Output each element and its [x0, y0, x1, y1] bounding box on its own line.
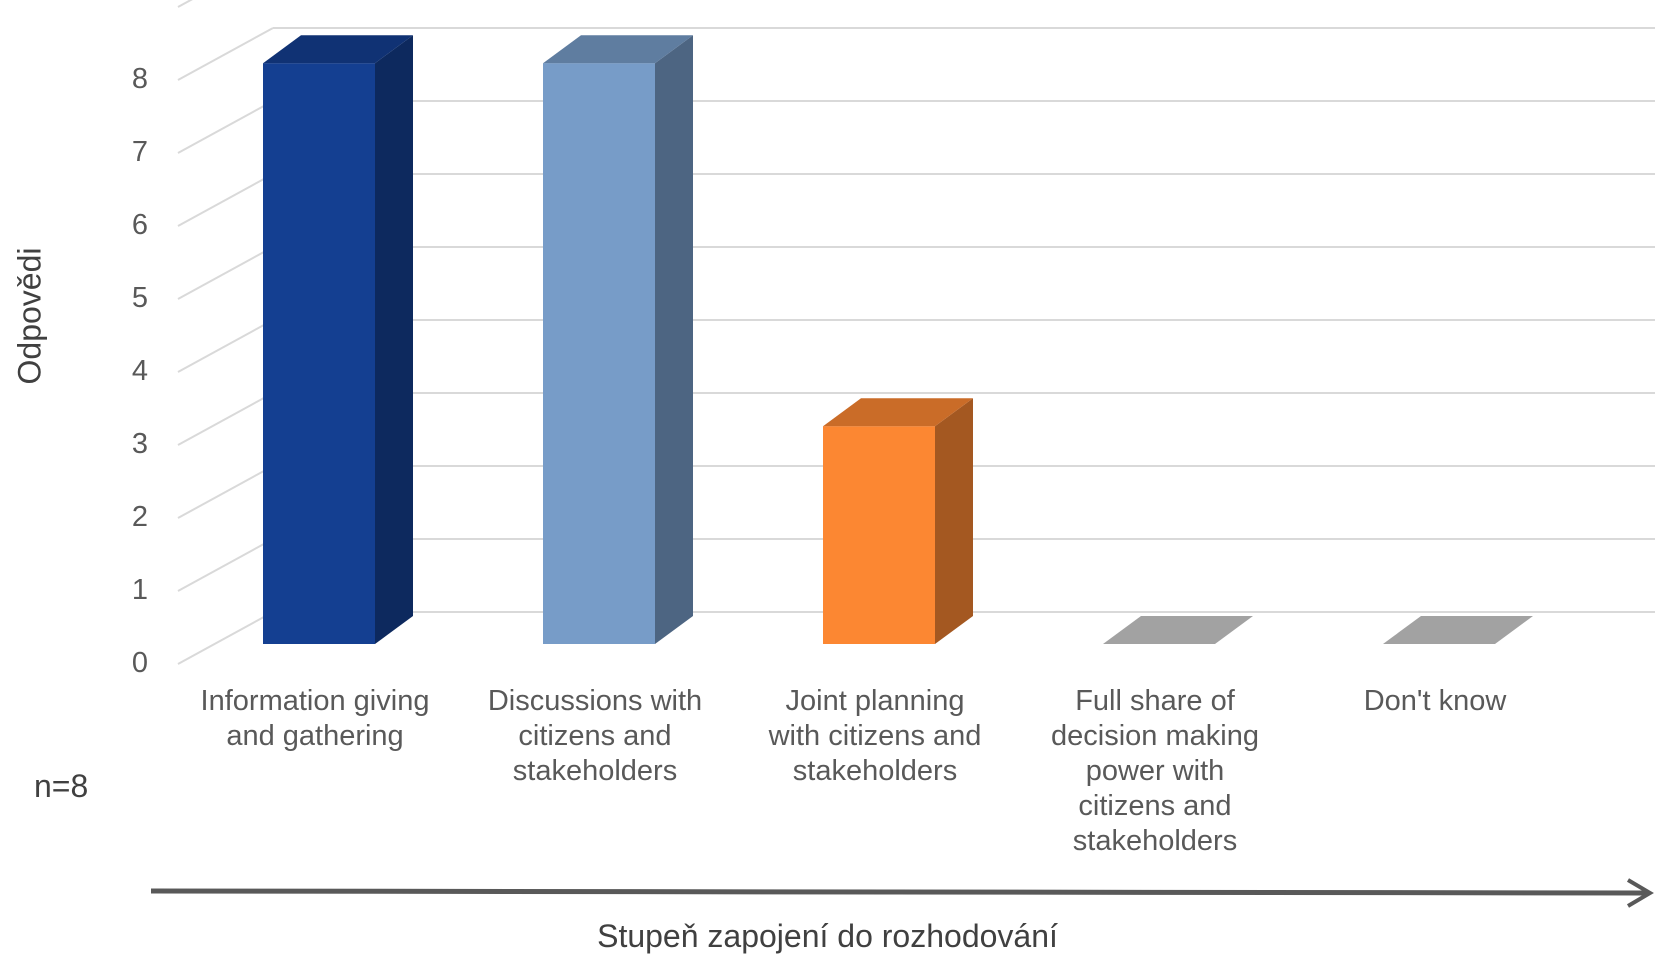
gridline-diagonal: [177, 538, 274, 592]
bar: [823, 398, 973, 644]
gridline-diagonal: [177, 319, 274, 373]
bar-side: [375, 35, 413, 644]
x-category-label: Don't know: [1363, 685, 1507, 717]
arrow-line: [150, 888, 1649, 896]
x-axis-arrow: [150, 878, 1654, 908]
y-axis-title: Odpovědi: [11, 247, 48, 385]
x-category-label: Discussions with citizens and stakeholders: [487, 685, 703, 787]
bar-front: [823, 426, 935, 644]
y-tick-label: 1: [131, 574, 148, 606]
bar: [1383, 616, 1533, 644]
gridline-diagonal: [177, 246, 274, 300]
gridline-diagonal: [177, 0, 193, 8]
bar-top: [543, 35, 693, 64]
arrow-head: [1626, 878, 1654, 908]
x-category-label: Information giving and gathering: [200, 685, 430, 752]
bar-front: [543, 63, 655, 644]
x-axis-title: Stupeň zapojení do rozhodování: [597, 918, 1058, 954]
gridline-diagonal: [177, 173, 274, 227]
gridline-diagonal: [177, 392, 274, 446]
y-tick-label: 0: [131, 647, 148, 679]
y-tick-label: 7: [131, 136, 148, 168]
gridline-diagonal: [177, 100, 274, 154]
gridline-diagonal: [177, 465, 274, 519]
gridline-diagonal: [177, 27, 274, 81]
y-tick-label: 3: [131, 428, 148, 460]
bar: [263, 35, 413, 644]
y-tick-label: 6: [131, 209, 148, 241]
bar-front: [263, 63, 375, 644]
bar: [1103, 616, 1253, 644]
chart-bars: [263, 35, 1533, 644]
bar-top: [823, 398, 973, 427]
sample-size-note: n=8: [34, 768, 89, 804]
bar-top: [263, 35, 413, 64]
bar-side: [935, 398, 973, 644]
bar: [543, 35, 693, 644]
bar-side: [655, 35, 693, 644]
bar-top: [1383, 616, 1533, 644]
x-category-label: Joint planning with citizens and stakehold…: [768, 685, 982, 787]
y-tick-label: 4: [131, 355, 148, 387]
y-tick-label: 2: [131, 501, 148, 533]
x-category-label: Full share of decision making power with ci…: [1051, 685, 1259, 857]
bar-top: [1103, 616, 1253, 644]
gridline-diagonal: [177, 611, 274, 665]
y-tick-label: 8: [131, 63, 148, 95]
y-tick-label: 5: [131, 282, 148, 314]
